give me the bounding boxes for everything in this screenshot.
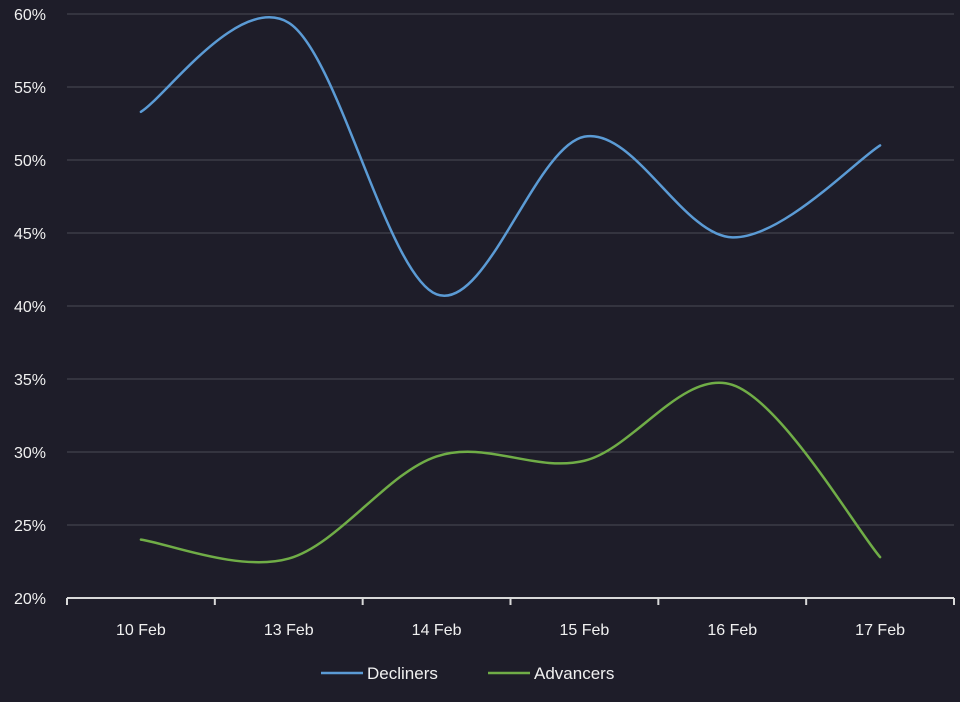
y-tick-label: 50% [14, 153, 46, 170]
y-tick-label: 40% [14, 299, 46, 316]
legend-label: Advancers [534, 664, 614, 683]
y-tick-label: 25% [14, 518, 46, 535]
y-tick-label: 45% [14, 226, 46, 243]
x-tick-label: 10 Feb [116, 622, 166, 639]
series-line-advancers [139, 381, 882, 564]
legend: Decliners Advancers [321, 664, 614, 683]
y-axis: 20% 25% 30% 35% 40% 45% 50% 55% 60% [14, 7, 46, 608]
x-axis: 10 Feb 13 Feb 14 Feb 15 Feb 16 Feb 17 Feb [66, 597, 955, 639]
legend-label: Decliners [367, 664, 438, 683]
series-line-decliners [139, 16, 882, 298]
y-tick-label: 60% [14, 7, 46, 24]
gridlines [67, 13, 954, 526]
y-tick-label: 30% [14, 445, 46, 462]
series-lines [139, 16, 882, 564]
x-tick-label: 17 Feb [855, 622, 905, 639]
x-tick-label: 16 Feb [707, 622, 757, 639]
x-tick-label: 13 Feb [264, 622, 314, 639]
x-tick-label: 14 Feb [412, 622, 462, 639]
y-tick-label: 20% [14, 591, 46, 608]
y-tick-label: 35% [14, 372, 46, 389]
y-tick-label: 55% [14, 80, 46, 97]
x-tick-label: 15 Feb [560, 622, 610, 639]
